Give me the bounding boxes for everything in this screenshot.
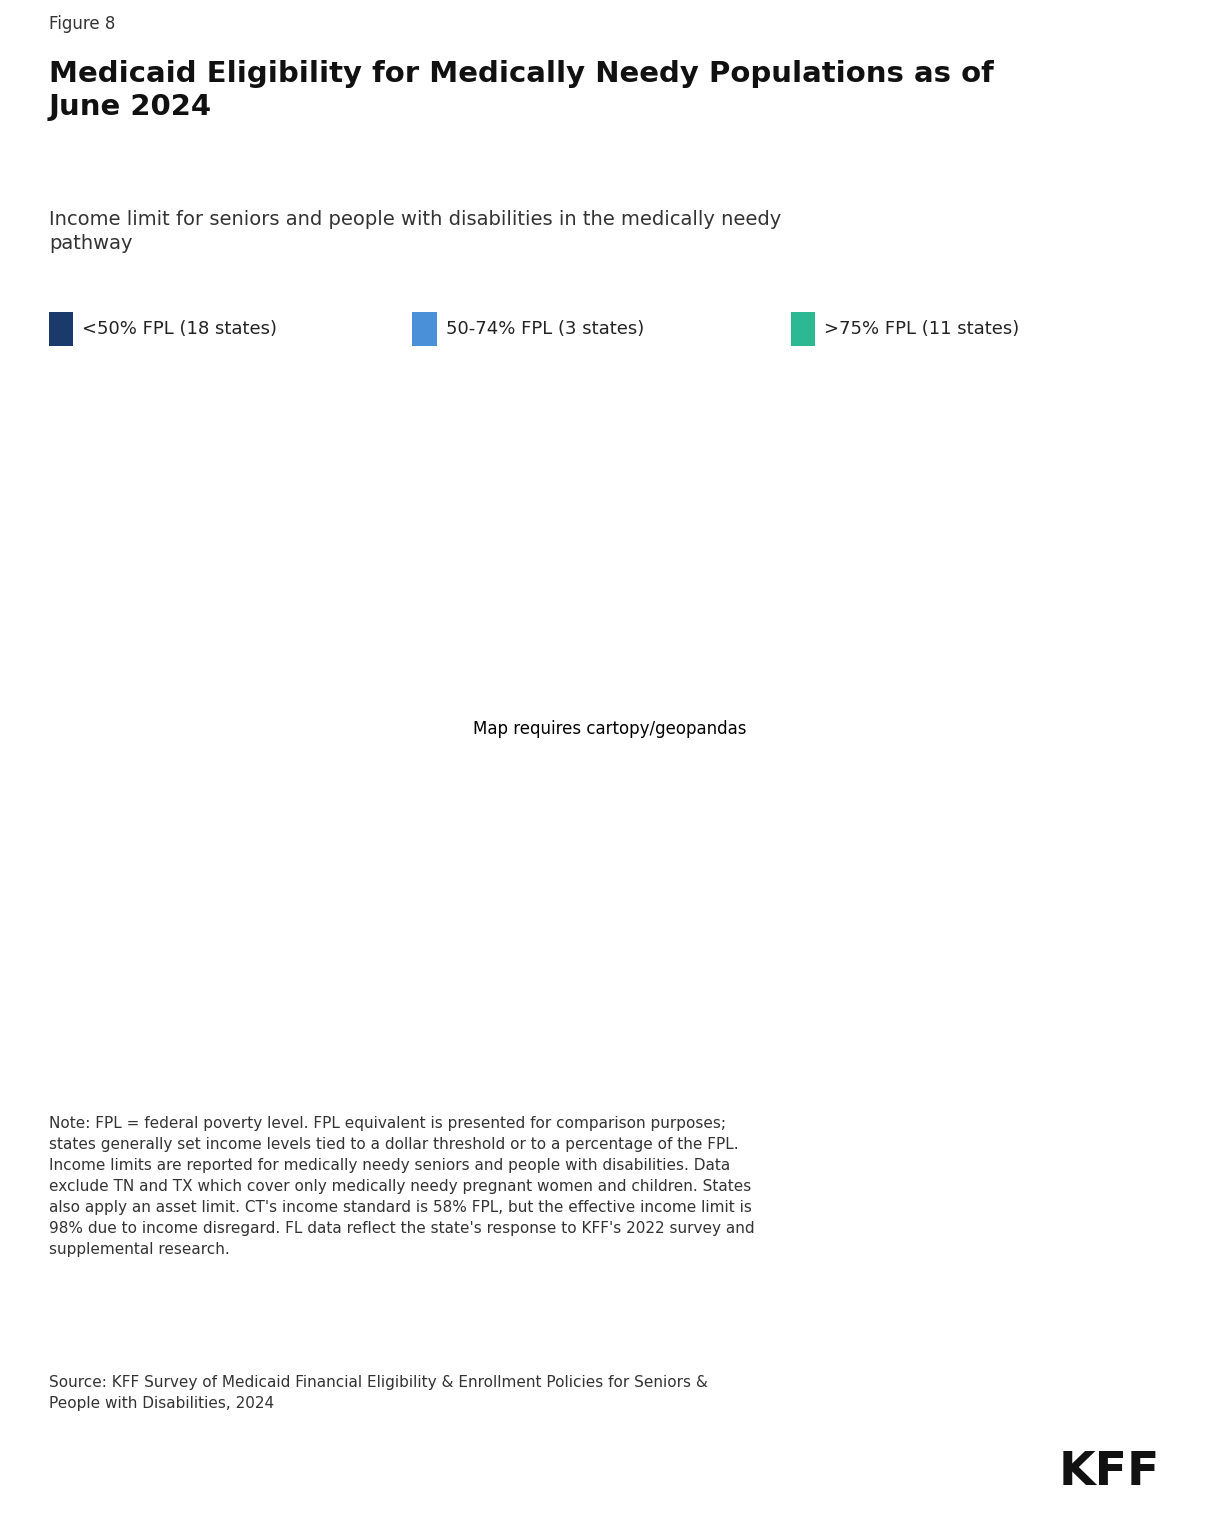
Text: >75% FPL (11 states): >75% FPL (11 states) [825, 320, 1020, 339]
Text: 50-74% FPL (3 states): 50-74% FPL (3 states) [447, 320, 644, 339]
Text: KFF: KFF [1059, 1450, 1160, 1495]
Bar [49, 313, 73, 346]
Text: Medicaid Eligibility for Medically Needy Populations as of
June 2024: Medicaid Eligibility for Medically Needy… [49, 59, 993, 121]
Text: Map requires cartopy/geopandas: Map requires cartopy/geopandas [473, 720, 747, 738]
Text: <50% FPL (18 states): <50% FPL (18 states) [83, 320, 277, 339]
Text: Note: FPL = federal poverty level. FPL equivalent is presented for comparison pu: Note: FPL = federal poverty level. FPL e… [49, 1116, 754, 1257]
Bar [412, 313, 437, 346]
Bar [791, 313, 815, 346]
Text: Figure 8: Figure 8 [49, 15, 115, 33]
Text: Source: KFF Survey of Medicaid Financial Eligibility & Enrollment Policies for S: Source: KFF Survey of Medicaid Financial… [49, 1375, 708, 1412]
Text: Income limit for seniors and people with disabilities in the medically needy
pat: Income limit for seniors and people with… [49, 209, 781, 254]
